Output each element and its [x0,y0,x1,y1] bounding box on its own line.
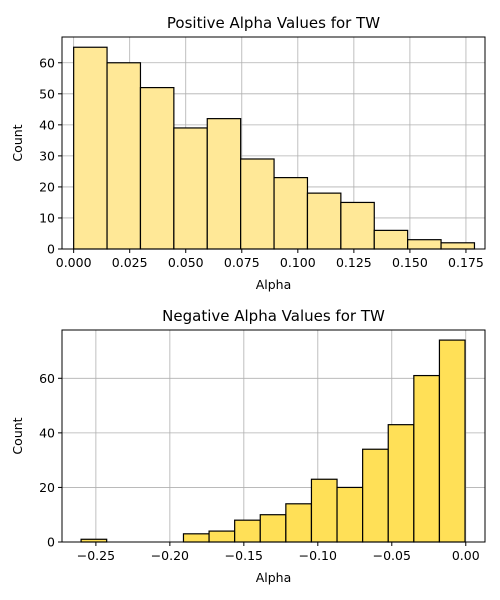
x-axis-label: Alpha [256,570,292,585]
x-tick-label: −0.15 [225,548,263,563]
x-axis-label: Alpha [256,277,292,292]
bars [73,46,476,250]
histogram-bar [438,339,466,543]
x-tick-label: −0.05 [373,548,411,563]
y-axis-label: Count [10,417,25,454]
axes: 0.000 0.025 0.050 0.075 0.100 0.125 0.150 0.175… [39,36,486,270]
y-tick-label: 0 [47,535,55,550]
y-tick-label: 50 [39,86,55,101]
chart-title: Negative Alpha Values for TW [162,307,385,325]
y-tick-label: 60 [39,371,55,386]
x-tick-label: 0.075 [224,255,260,270]
y-tick-label: 20 [39,179,55,194]
x-tick-label: 0.00 [452,548,480,563]
x-tick-label: −0.20 [151,548,189,563]
histogram-bar [139,86,175,250]
histogram-bar [310,478,338,543]
histogram-bar [234,519,261,543]
y-axis-label: Count [10,124,25,161]
histogram-bar [407,239,442,250]
histogram-bar [387,424,415,543]
histogram-bar [373,229,409,250]
histogram-bar [336,486,364,543]
x-tick-label: 0.100 [280,255,316,270]
positive-alpha-chart: Positive Alpha Values for TW Alpha Count… [10,14,486,292]
y-tick-label: 40 [39,425,55,440]
histogram-bar [73,46,108,250]
histogram-bar [259,514,287,543]
histogram-bar [173,127,208,250]
x-tick-label: −0.10 [299,548,337,563]
histogram-bar [208,530,236,543]
histogram-bar [413,374,441,543]
histogram-bar [240,158,275,250]
axes-frame [61,36,486,250]
x-tick-label: 0.175 [448,255,484,270]
y-tick-label: 40 [39,117,55,132]
y-tick-label: 30 [39,148,55,163]
histogram-bar [273,177,309,250]
x-tick-label: 0.125 [336,255,372,270]
x-tick-label: 0.050 [168,255,204,270]
histogram-bar [106,62,142,250]
x-tick-label: 0.000 [56,255,92,270]
histogram-bar [340,201,375,250]
x-tick-label: 0.025 [112,255,148,270]
histogram-bar [182,533,210,543]
x-tick-label: 0.150 [392,255,428,270]
y-tick-label: 0 [47,242,55,257]
x-tick-label: −0.25 [77,548,115,563]
y-tick-label: 20 [39,480,55,495]
histogram-bar [440,242,476,250]
bars [80,339,466,543]
negative-alpha-chart: Negative Alpha Values for TW Alpha Count… [10,307,486,585]
y-tick-label: 60 [39,55,55,70]
axes-frame [61,329,486,543]
histogram-bar [285,503,313,543]
y-tick-label: 10 [39,210,55,225]
chart-title: Positive Alpha Values for TW [167,14,380,32]
histogram-bar [206,118,242,250]
histogram-bar [306,192,342,250]
histogram-bar [362,448,389,543]
axes: −0.25 −0.20 −0.15 −0.10 −0.05 0.00 0 20 40 60 [39,329,486,563]
